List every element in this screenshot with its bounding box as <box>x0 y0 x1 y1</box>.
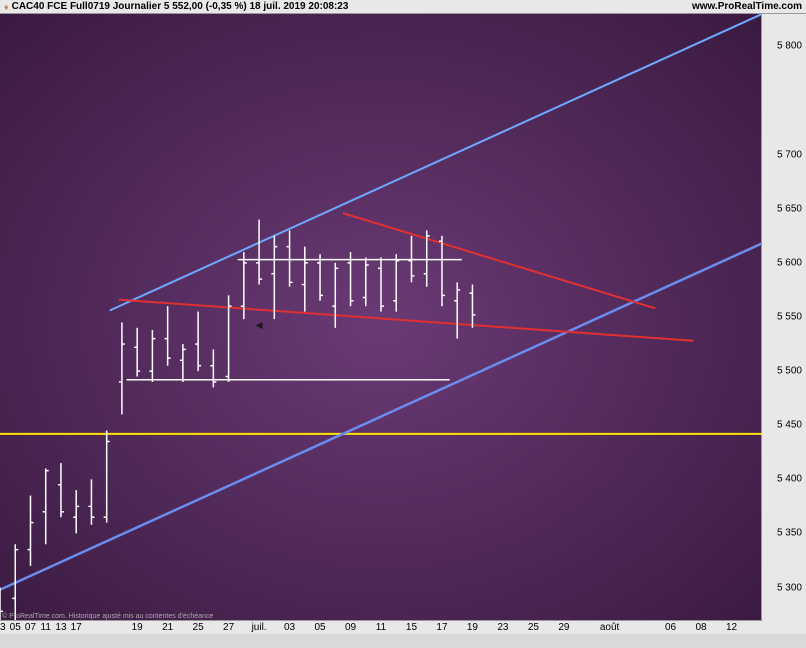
y-tick-label: 5 650 <box>777 203 802 214</box>
ohlc-bar <box>302 247 308 312</box>
x-tick-label: 27 <box>223 622 234 633</box>
ohlc-bar <box>241 252 247 319</box>
x-tick-label: 03 <box>284 622 295 633</box>
chart-title: ♦ CAC40 FCE Full0719 Journalier 5 552,00… <box>4 1 348 12</box>
ohlc-bar <box>256 220 262 285</box>
x-tick-label: 07 <box>25 622 36 633</box>
x-tick-label: 21 <box>162 622 173 633</box>
y-tick-label: 5 300 <box>777 582 802 593</box>
x-tick-label: 12 <box>726 622 737 633</box>
ohlc-bar <box>119 322 125 414</box>
ohlc-bar <box>43 469 49 545</box>
ohlc-bar <box>378 257 384 311</box>
ohlc-bar <box>104 431 110 523</box>
lower-channel-blue[interactable] <box>0 243 762 589</box>
y-axis: 5 300 5 350 5 400 5 450 5 500 5 550 5 600 5 650… <box>762 14 806 634</box>
x-tick-label: 11 <box>41 622 51 633</box>
y-tick-label: 5 400 <box>777 474 802 485</box>
red-upper[interactable] <box>343 213 655 308</box>
ohlc-bar <box>469 285 475 328</box>
y-tick-label: 5 550 <box>777 312 802 323</box>
y-tick-label: 5 600 <box>777 257 802 268</box>
x-tick-label: 19 <box>132 622 143 633</box>
price-marker-icon: ◄ <box>253 318 265 326</box>
chart-svg <box>0 14 762 634</box>
x-tick-label: 09 <box>345 622 356 633</box>
upper-channel-blue[interactable] <box>110 14 762 311</box>
x-tick-label: 05 <box>10 622 21 633</box>
ohlc-bar <box>12 544 18 620</box>
ohlc-bar <box>58 463 64 517</box>
chart-plot-area[interactable]: 03 05 07 11 13 17 19 21 25 27 juil. 03 05 09 11 15 17 19 2… <box>0 14 762 634</box>
x-tick-label: 17 <box>436 622 447 633</box>
ohlc-bar <box>180 344 186 382</box>
x-tick-label: 25 <box>528 622 539 633</box>
x-tick-label: 05 <box>314 622 325 633</box>
x-tick-label: août <box>600 622 619 633</box>
ohlc-bar <box>332 263 338 328</box>
ohlc-bar <box>348 252 354 306</box>
y-tick-label: 5 700 <box>777 149 802 160</box>
x-tick-label: juil. <box>252 622 267 633</box>
ohlc-bar <box>88 479 94 524</box>
x-tick-label: 13 <box>55 622 66 633</box>
ohlc-bar <box>424 230 430 286</box>
y-tick-label: 5 500 <box>777 366 802 377</box>
x-tick-label: 03 <box>0 622 6 633</box>
ohlc-bar <box>393 254 399 311</box>
ohlc-bar <box>363 257 369 306</box>
chart-container: ♦ CAC40 FCE Full0719 Journalier 5 552,00… <box>0 0 806 648</box>
x-tick-label: 17 <box>71 622 82 633</box>
ohlc-bar <box>317 254 323 301</box>
header-bar: ♦ CAC40 FCE Full0719 Journalier 5 552,00… <box>0 0 806 14</box>
ohlc-bar <box>149 330 155 382</box>
x-tick-label: 19 <box>467 622 478 633</box>
copyright-text: © ProRealTime.com. Historique ajusté mis… <box>2 613 213 620</box>
ohlc-bar <box>195 312 201 372</box>
ohlc-bar <box>439 236 445 306</box>
flame-icon: ♦ <box>4 2 9 12</box>
website-link[interactable]: www.ProRealTime.com <box>692 1 802 12</box>
red-lower[interactable] <box>119 300 694 341</box>
title-text: CAC40 FCE Full0719 Journalier 5 552,00 (… <box>12 1 349 12</box>
ohlc-bar <box>165 306 171 366</box>
x-tick-label: 15 <box>406 622 417 633</box>
x-tick-label: 11 <box>376 622 386 633</box>
y-tick-label: 5 800 <box>777 41 802 52</box>
ohlc-bar <box>454 282 460 338</box>
ohlc-bar <box>226 295 232 382</box>
ohlc-bar <box>408 236 414 283</box>
x-tick-label: 06 <box>665 622 676 633</box>
x-axis: 03 05 07 11 13 17 19 21 25 27 juil. 03 05 09 11 15 17 19 2… <box>0 620 762 634</box>
x-tick-label: 25 <box>193 622 204 633</box>
ohlc-bar <box>134 328 140 377</box>
x-tick-label: 29 <box>558 622 569 633</box>
y-tick-label: 5 450 <box>777 420 802 431</box>
x-tick-label: 23 <box>497 622 508 633</box>
y-tick-label: 5 350 <box>777 528 802 539</box>
ohlc-bar <box>210 349 216 387</box>
ohlc-bar <box>271 236 277 319</box>
ohlc-bar <box>27 496 33 566</box>
ohlc-bar <box>73 490 79 533</box>
ohlc-bar <box>287 230 293 286</box>
x-tick-label: 08 <box>695 622 706 633</box>
